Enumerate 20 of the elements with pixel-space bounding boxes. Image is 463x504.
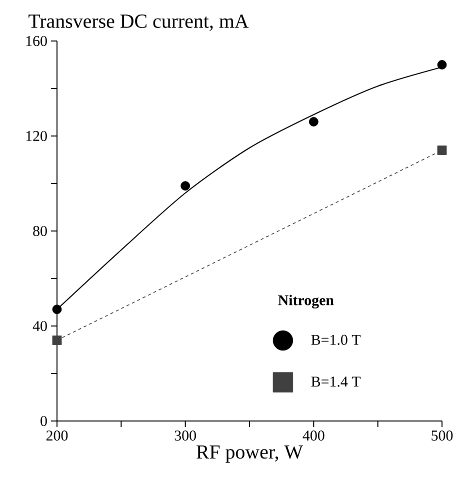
point bbox=[437, 60, 447, 70]
point bbox=[437, 146, 447, 155]
x-tick-label: 500 bbox=[432, 430, 453, 441]
legend-title: Nitrogen bbox=[278, 294, 334, 308]
point bbox=[180, 181, 190, 191]
y-axis-title: Transverse DC current, mA bbox=[28, 14, 249, 31]
x-axis-title: RF power, W bbox=[196, 445, 303, 463]
x-tick-label: 300 bbox=[174, 430, 196, 441]
y-tick-label: 80 bbox=[33, 226, 47, 236]
x-tick-label: 400 bbox=[302, 430, 324, 441]
legend-label: B=1.4 T bbox=[311, 376, 361, 387]
legend-label: B=1.0 T bbox=[311, 334, 361, 345]
y-tick-label: 40 bbox=[32, 320, 47, 332]
point bbox=[52, 304, 62, 314]
y-tick-label: 0 bbox=[40, 416, 47, 426]
x-tick-label: 200 bbox=[46, 430, 68, 441]
point bbox=[308, 117, 318, 126]
y-tick-label: 160 bbox=[26, 36, 47, 46]
point bbox=[52, 336, 62, 345]
y-tick-label: 120 bbox=[26, 130, 47, 142]
